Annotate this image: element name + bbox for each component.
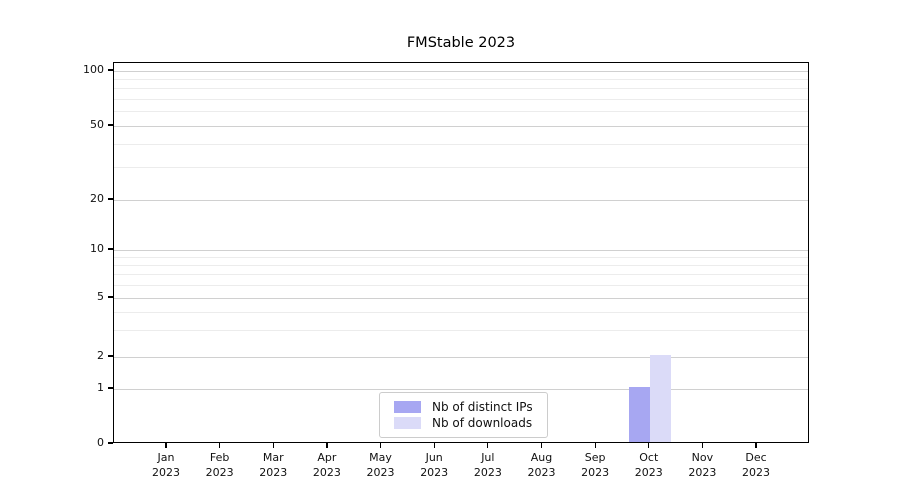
x-tick-label: Jan 2023 <box>152 451 180 479</box>
gridline-minor <box>114 330 808 332</box>
bar-nb-of-downloads-oct-2023 <box>649 355 671 442</box>
y-tick-mark <box>108 248 113 250</box>
plot-area: Nb of distinct IPs Nb of downloads <box>113 62 809 443</box>
chart-title: FMStable 2023 <box>406 35 516 51</box>
x-tick-mark <box>165 443 167 448</box>
gridline-major <box>114 199 808 201</box>
x-tick-mark <box>379 443 382 448</box>
x-tick-label: Sep 2023 <box>581 451 610 479</box>
y-tick-mark <box>108 296 113 298</box>
gridline-minor <box>114 256 808 258</box>
legend-swatch-downloads <box>394 417 421 429</box>
x-tick-mark <box>755 443 757 448</box>
x-tick-label: Aug 2023 <box>527 451 556 479</box>
x-tick-mark <box>326 443 328 448</box>
gridline-minor <box>114 264 808 266</box>
x-tick-label: Jun 2023 <box>420 451 449 479</box>
gridline-major <box>114 297 808 299</box>
x-tick-label: Oct 2023 <box>634 451 663 479</box>
x-tick-label: May 2023 <box>366 451 395 479</box>
y-tick-mark <box>108 198 113 200</box>
x-tick-label: Jul 2023 <box>473 451 502 479</box>
x-tick-label: Apr 2023 <box>312 451 341 479</box>
y-tick-mark <box>108 69 113 71</box>
y-tick-label: 2 <box>97 349 104 362</box>
y-tick-label: 50 <box>90 118 104 131</box>
x-tick-mark <box>219 443 221 448</box>
gridline-minor <box>114 78 808 80</box>
y-tick-label: 100 <box>83 63 104 76</box>
gridline-minor <box>114 274 808 276</box>
gridline-minor <box>114 143 808 145</box>
x-tick-label: Mar 2023 <box>259 451 288 479</box>
x-tick-mark <box>272 443 274 448</box>
x-tick-mark <box>648 443 650 448</box>
legend: Nb of distinct IPs Nb of downloads <box>379 392 548 438</box>
legend-label-distinct-ips: Nb of distinct IPs <box>432 400 533 414</box>
gridline-major <box>114 388 808 390</box>
gridline-minor <box>114 111 808 113</box>
x-tick-mark <box>594 443 596 448</box>
legend-label-downloads: Nb of downloads <box>432 416 533 430</box>
gridline-major <box>114 249 808 251</box>
y-tick-label: 1 <box>97 381 104 394</box>
gridline-minor <box>114 284 808 286</box>
y-tick-label: 0 <box>97 436 104 449</box>
x-tick-mark <box>433 443 435 448</box>
x-tick-label: Nov 2023 <box>688 451 717 479</box>
bar-nb-of-distinct-ips-oct-2023 <box>628 387 650 442</box>
y-tick-label: 20 <box>90 192 104 205</box>
x-tick-label: Dec 2023 <box>742 451 771 479</box>
gridline-minor <box>114 88 808 90</box>
gridline-minor <box>114 98 808 100</box>
gridline-major <box>114 125 808 127</box>
x-tick-mark <box>540 443 543 448</box>
y-tick-label: 5 <box>97 290 104 303</box>
y-tick-mark <box>108 387 113 389</box>
x-tick-mark <box>487 443 489 448</box>
legend-swatch-distinct-ips <box>394 401 421 413</box>
y-tick-mark <box>108 442 113 444</box>
y-tick-mark <box>108 355 113 357</box>
legend-item-downloads: Nb of downloads <box>388 415 539 431</box>
gridline-minor <box>114 311 808 313</box>
legend-item-distinct-ips: Nb of distinct IPs <box>388 399 539 415</box>
y-tick-mark <box>108 124 113 126</box>
x-tick-label: Feb 2023 <box>205 451 234 479</box>
y-tick-label: 10 <box>90 242 104 255</box>
gridline-major <box>114 356 808 358</box>
x-tick-mark <box>701 443 703 448</box>
gridline-minor <box>114 166 808 168</box>
gridline-major <box>114 70 808 72</box>
